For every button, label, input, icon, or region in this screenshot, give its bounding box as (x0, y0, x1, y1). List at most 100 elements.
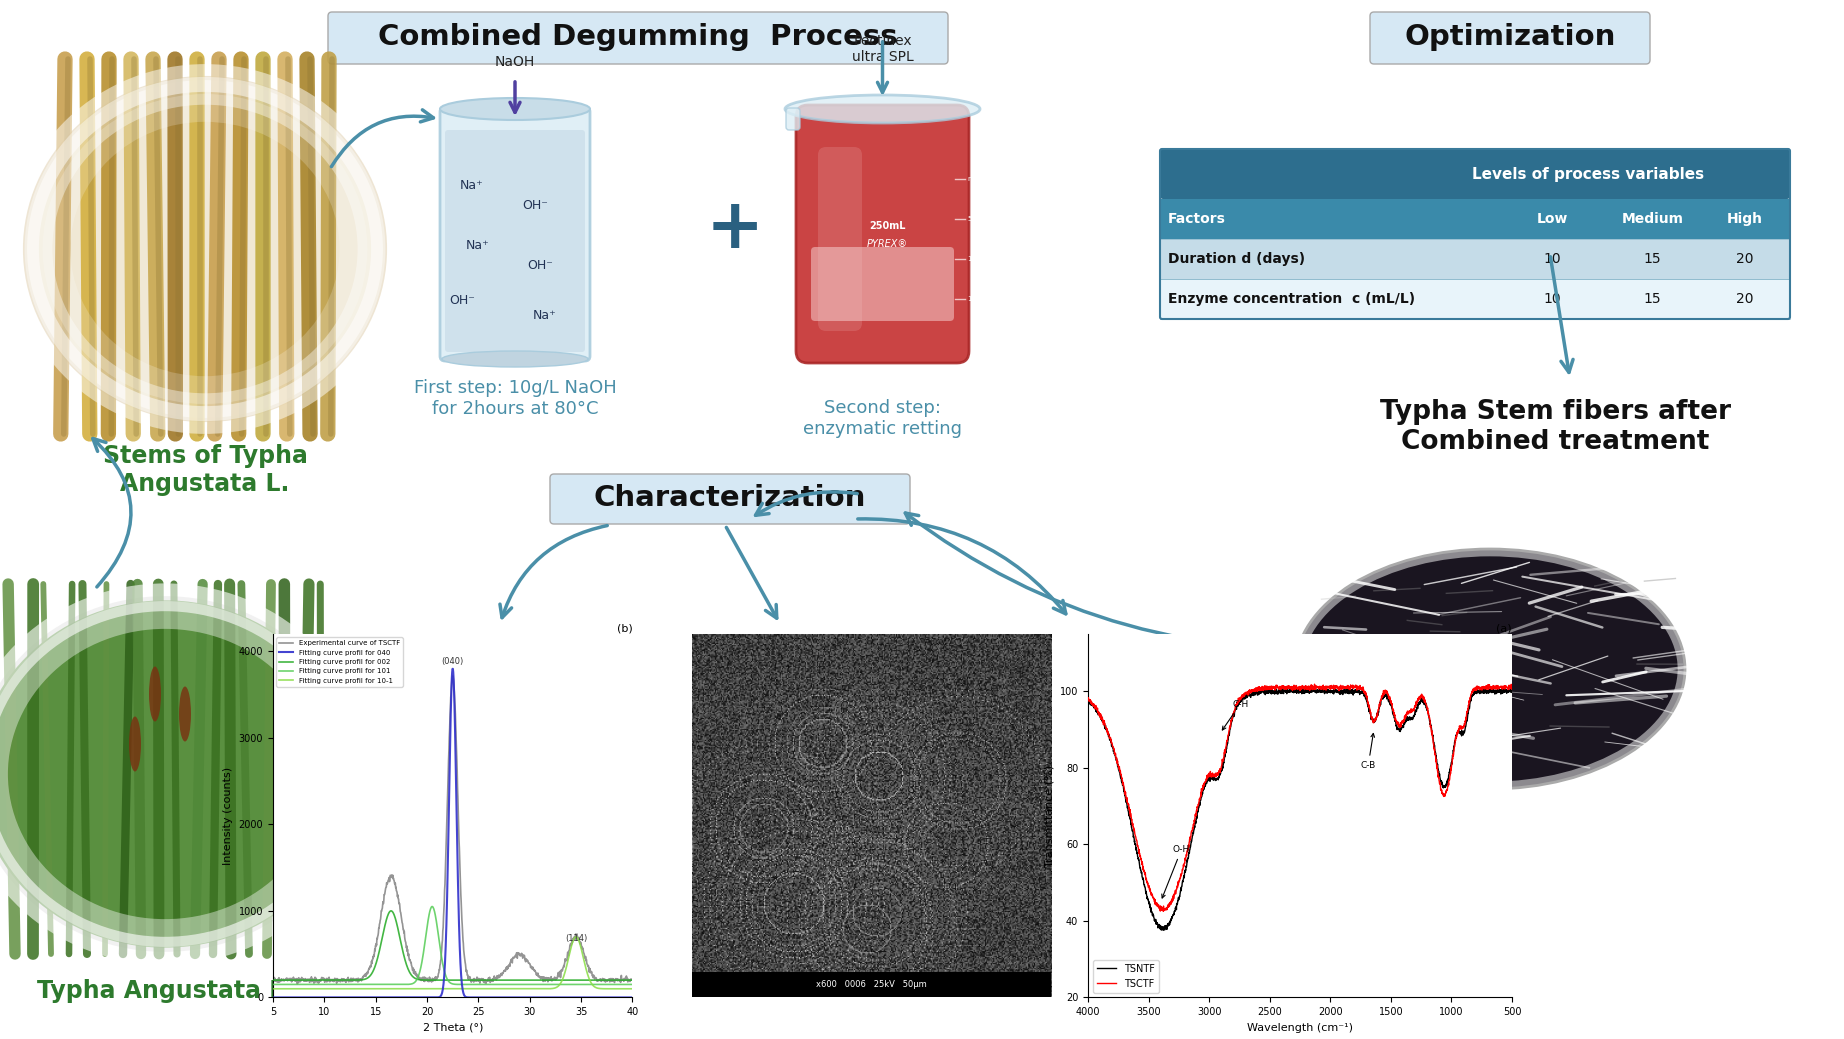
Ellipse shape (26, 78, 385, 420)
Text: Second step:
enzymatic retting: Second step: enzymatic retting (802, 399, 963, 437)
Experimental curve of TSCTF (443, 670, 465, 683)
Experimental curve of TSCTF (542, 973, 564, 985)
Text: x600   0006   25kV   50μm: x600 0006 25kV 50μm (815, 980, 928, 989)
Text: 10: 10 (1543, 292, 1562, 307)
Fitting curve profil for 040 (621, 991, 644, 1004)
Text: (040): (040) (441, 657, 465, 666)
TSCTF (1411, 692, 1433, 704)
Fitting curve profil for 002 (509, 974, 531, 986)
TSNTF (1488, 686, 1510, 698)
Text: Factors: Factors (1167, 212, 1226, 227)
TSNTF (1077, 693, 1099, 705)
Text: Pectinex
ultra SPL: Pectinex ultra SPL (852, 34, 913, 64)
Text: Low: Low (1536, 212, 1567, 227)
TSCTF (1152, 905, 1175, 917)
TSCTF (1077, 694, 1099, 707)
FancyBboxPatch shape (1160, 199, 1791, 239)
Fitting curve profil for 101 (542, 979, 564, 991)
Ellipse shape (786, 95, 979, 123)
Experimental curve of TSCTF (420, 976, 443, 988)
Fitting curve profil for 040 (299, 991, 321, 1004)
Fitting curve profil for 10-1 (621, 983, 644, 995)
Experimental curve of TSCTF (262, 974, 284, 986)
TSCTF (1490, 681, 1512, 693)
Text: Duration d (days): Duration d (days) (1167, 252, 1306, 266)
Fitting curve profil for 002 (542, 974, 564, 986)
Text: OH⁻: OH⁻ (522, 199, 548, 212)
Line: TSNTF: TSNTF (1088, 689, 1512, 930)
Fitting curve profil for 002 (621, 974, 644, 986)
Fitting curve profil for 101 (420, 901, 443, 913)
Text: High: High (1728, 212, 1763, 227)
FancyBboxPatch shape (1160, 239, 1791, 279)
Fitting curve profil for 040 (441, 663, 463, 675)
Fitting curve profil for 101 (621, 979, 644, 991)
TSNTF (1293, 683, 1315, 695)
Fitting curve profil for 002 (380, 905, 402, 917)
Experimental curve of TSCTF (509, 949, 531, 961)
FancyBboxPatch shape (786, 108, 800, 130)
Fitting curve profil for 040 (262, 991, 284, 1004)
Text: 20: 20 (1737, 252, 1754, 266)
TSCTF (1283, 684, 1306, 696)
Fitting curve profil for 040 (509, 991, 531, 1004)
Ellipse shape (129, 717, 140, 772)
Text: Optimization: Optimization (1405, 23, 1615, 51)
FancyBboxPatch shape (811, 247, 953, 321)
Fitting curve profil for 101 (299, 979, 321, 991)
FancyBboxPatch shape (797, 105, 968, 363)
Experimental curve of TSCTF (408, 971, 430, 984)
Text: 50: 50 (966, 216, 975, 222)
FancyBboxPatch shape (444, 130, 585, 352)
Text: (b): (b) (616, 623, 632, 633)
TSCTF (1501, 683, 1523, 695)
Text: Typha Stem fibers after
Combined treatment: Typha Stem fibers after Combined treatme… (1379, 399, 1730, 455)
Fitting curve profil for 101 (262, 979, 284, 991)
Fitting curve profil for 101 (550, 979, 572, 991)
Fitting curve profil for 002 (420, 974, 443, 986)
Legend: TSNTF, TSCTF: TSNTF, TSCTF (1093, 960, 1158, 992)
FancyBboxPatch shape (1160, 279, 1791, 319)
Fitting curve profil for 002 (299, 974, 321, 986)
Ellipse shape (0, 598, 356, 950)
Fitting curve profil for 10-1 (509, 983, 531, 995)
TSNTF (1152, 924, 1175, 936)
Experimental curve of TSCTF (550, 971, 572, 984)
Y-axis label: Transmittance (%): Transmittance (%) (1044, 765, 1055, 867)
Text: C-H: C-H (1223, 699, 1248, 730)
Fitting curve profil for 002 (550, 974, 572, 986)
FancyBboxPatch shape (328, 12, 948, 64)
Fitting curve profil for 101 (408, 970, 430, 983)
Text: (114): (114) (564, 934, 586, 943)
X-axis label: Wavelength (cm⁻¹): Wavelength (cm⁻¹) (1247, 1022, 1353, 1033)
Fitting curve profil for 040 (408, 991, 430, 1004)
Text: 20: 20 (1737, 292, 1754, 307)
Line: TSCTF: TSCTF (1088, 684, 1512, 911)
Text: 250mL: 250mL (869, 221, 905, 231)
Fitting curve profil for 040 (550, 991, 572, 1004)
Fitting curve profil for 002 (262, 974, 284, 986)
Experimental curve of TSCTF (299, 974, 321, 986)
Y-axis label: Intensity (counts): Intensity (counts) (223, 767, 232, 864)
X-axis label: 2 Theta (°): 2 Theta (°) (422, 1022, 483, 1033)
Text: Enzyme concentration  c (mL/L): Enzyme concentration c (mL/L) (1167, 292, 1414, 307)
Ellipse shape (1294, 549, 1685, 789)
Fitting curve profil for 040 (542, 991, 564, 1004)
Text: 10: 10 (1543, 252, 1562, 266)
Text: (a): (a) (1497, 623, 1512, 633)
Fitting curve profil for 002 (408, 974, 430, 986)
Fitting curve profil for 10-1 (542, 982, 564, 994)
Text: Characterization: Characterization (594, 484, 867, 512)
Line: Fitting curve profil for 101: Fitting curve profil for 101 (273, 907, 632, 985)
Text: Na⁺: Na⁺ (467, 239, 491, 252)
Text: 15: 15 (1643, 292, 1661, 307)
Text: OH⁻: OH⁻ (527, 259, 553, 272)
Fitting curve profil for 101 (509, 979, 531, 991)
Fitting curve profil for 10-1 (299, 983, 321, 995)
Ellipse shape (441, 98, 590, 119)
Fitting curve profil for 10-1 (550, 979, 572, 991)
TSCTF (1488, 681, 1510, 693)
Text: Typha Angustata L.: Typha Angustata L. (37, 979, 293, 1003)
FancyBboxPatch shape (1160, 149, 1791, 199)
TSCTF (1272, 681, 1294, 693)
